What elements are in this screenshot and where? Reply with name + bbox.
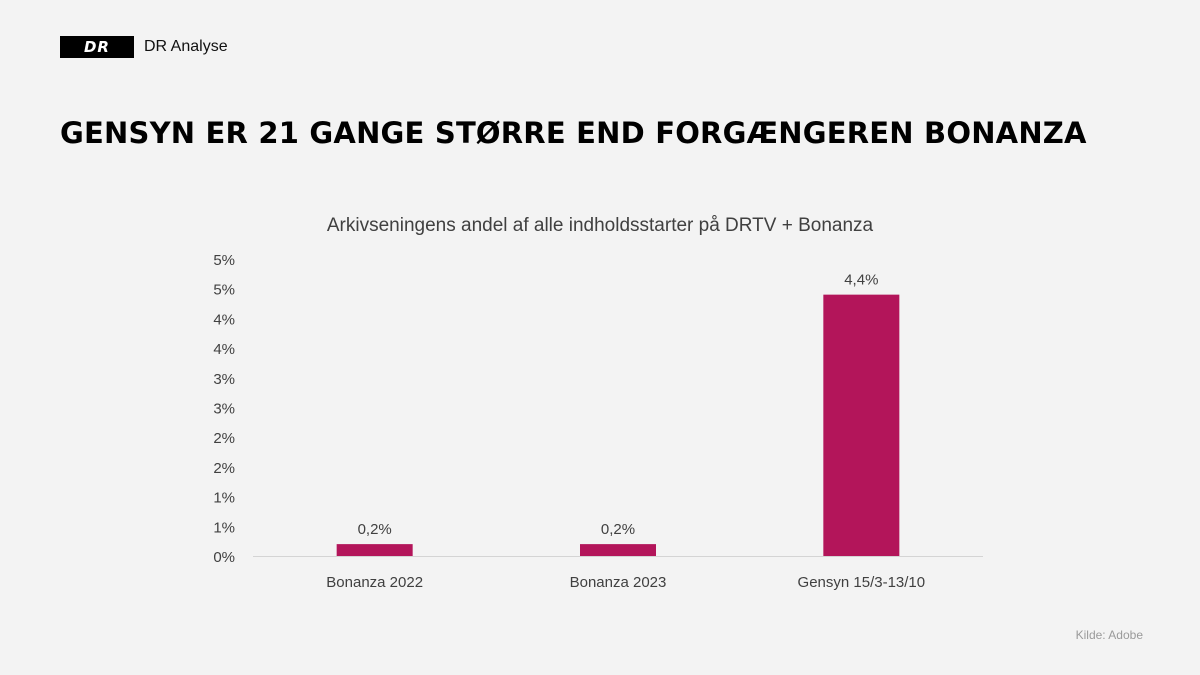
y-axis-ticks: 0% 1% 1% 2% 2% 3% 3% 4% 4% 5% 5% bbox=[213, 252, 235, 566]
y-tick-label: 1% bbox=[213, 519, 235, 536]
y-tick-label: 5% bbox=[213, 282, 235, 299]
x-tick-label: Bonanza 2023 bbox=[570, 574, 667, 591]
x-tick-label: Bonanza 2022 bbox=[326, 574, 423, 591]
y-tick-label: 2% bbox=[213, 460, 235, 477]
y-tick-label: 4% bbox=[213, 311, 235, 328]
y-tick-label: 3% bbox=[213, 401, 235, 418]
bar bbox=[580, 544, 656, 556]
y-tick-label: 2% bbox=[213, 430, 235, 447]
y-tick-label: 3% bbox=[213, 371, 235, 388]
source-note: Kilde: Adobe bbox=[1075, 628, 1143, 642]
chart-title: Arkivseningens andel af alle indholdssta… bbox=[327, 215, 874, 236]
y-tick-label: 4% bbox=[213, 341, 235, 358]
dr-logo: DR bbox=[60, 36, 134, 58]
data-label: 0,2% bbox=[358, 521, 392, 538]
bar bbox=[823, 294, 900, 556]
brand: DR DR Analyse bbox=[60, 36, 228, 58]
headline: GENSYN ER 21 GANGE STØRRE END FORGÆNGERE… bbox=[60, 116, 1087, 150]
x-tick-label: Gensyn 15/3-13/10 bbox=[798, 574, 926, 591]
data-label: 4,4% bbox=[844, 272, 878, 289]
bar bbox=[336, 544, 413, 556]
y-tick-label: 5% bbox=[213, 252, 235, 269]
x-axis-labels: Bonanza 2022 Bonanza 2023 Gensyn 15/3-13/1… bbox=[326, 574, 925, 591]
y-tick-label: 0% bbox=[213, 549, 235, 566]
y-tick-label: 1% bbox=[213, 490, 235, 507]
bars bbox=[336, 294, 900, 556]
brand-name: DR Analyse bbox=[144, 38, 228, 55]
data-labels: 0,2% 0,2% 4,4% bbox=[358, 272, 879, 538]
data-label: 0,2% bbox=[601, 521, 635, 538]
